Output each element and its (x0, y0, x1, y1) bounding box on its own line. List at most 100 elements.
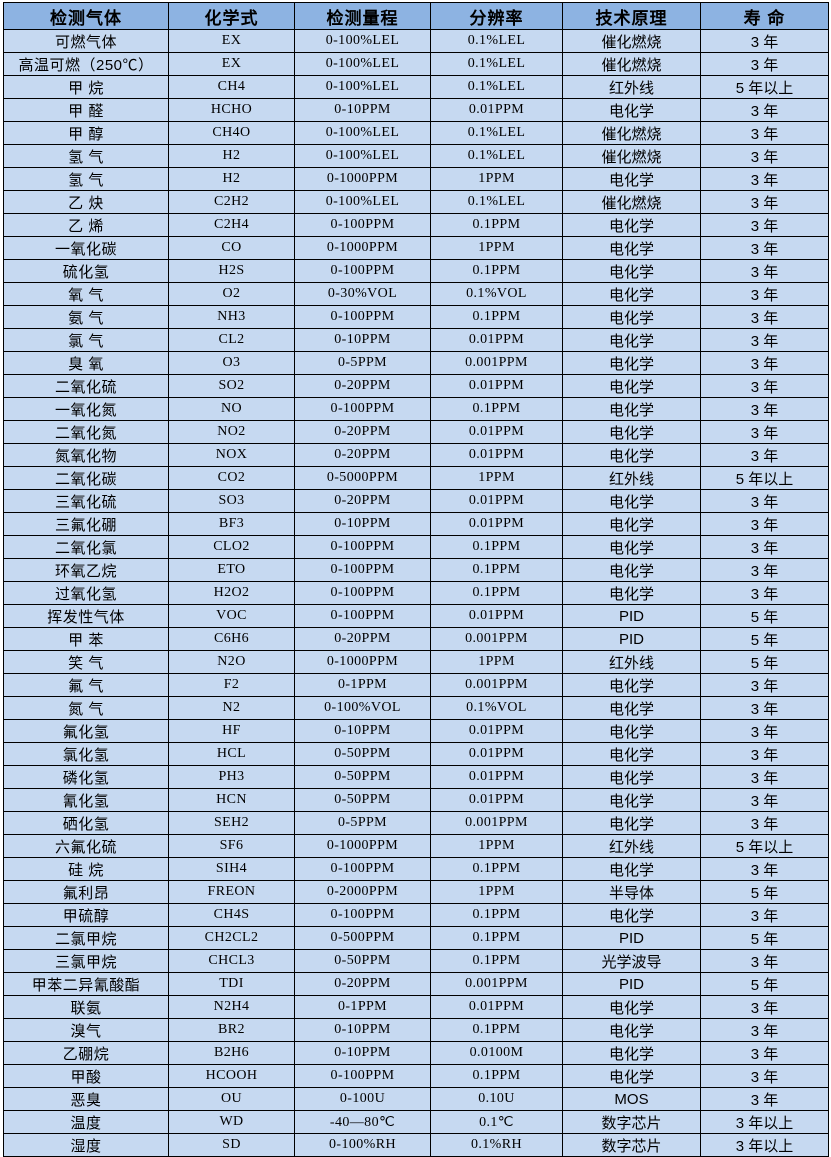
cell-technology: 电化学 (562, 719, 701, 743)
cell-range: 0-20PPM (294, 420, 431, 444)
cell-gas: 一氧化碳 (3, 236, 169, 260)
cell-lifetime: 3 年以上 (700, 1133, 829, 1157)
cell-lifetime: 3 年 (700, 351, 829, 375)
cell-formula: CO (168, 236, 295, 260)
cell-resolution: 0.001PPM (430, 351, 563, 375)
cell-range: 0-1000PPM (294, 167, 431, 191)
cell-technology: 电化学 (562, 903, 701, 927)
cell-lifetime: 3 年 (700, 1041, 829, 1065)
cell-range: 0-100PPM (294, 857, 431, 881)
table-row: 二氧化硫 SO2 0-20PPM 0.01PPM 电化学 3 年 (3, 374, 829, 398)
cell-gas: 环氧乙烷 (3, 558, 169, 582)
table-row: 二氧化氮 NO2 0-20PPM 0.01PPM 电化学 3 年 (3, 420, 829, 444)
cell-range: 0-10PPM (294, 512, 431, 536)
cell-gas: 三氧化硫 (3, 489, 169, 513)
cell-lifetime: 3 年 (700, 167, 829, 191)
cell-gas: 氧 气 (3, 282, 169, 306)
cell-resolution: 0.01PPM (430, 420, 563, 444)
cell-technology: 电化学 (562, 1041, 701, 1065)
cell-technology: PID (562, 627, 701, 651)
cell-resolution: 0.001PPM (430, 972, 563, 996)
cell-resolution: 0.1%LEL (430, 121, 563, 145)
cell-lifetime: 3 年 (700, 811, 829, 835)
cell-resolution: 0.1PPM (430, 903, 563, 927)
cell-formula: ETO (168, 558, 295, 582)
cell-formula: EX (168, 29, 295, 53)
table-row: 笑 气 N2O 0-1000PPM 1PPM 红外线 5 年 (3, 650, 829, 674)
table-row: 氮 气 N2 0-100%VOL 0.1%VOL 电化学 3 年 (3, 696, 829, 720)
cell-technology: 电化学 (562, 742, 701, 766)
cell-gas: 二氧化硫 (3, 374, 169, 398)
cell-lifetime: 3 年 (700, 535, 829, 559)
cell-technology: 数字芯片 (562, 1110, 701, 1134)
cell-gas: 六氟化硫 (3, 834, 169, 858)
cell-resolution: 0.1℃ (430, 1110, 563, 1134)
cell-range: 0-20PPM (294, 374, 431, 398)
table-row: 硒化氢 SEH2 0-5PPM 0.001PPM 电化学 3 年 (3, 811, 829, 835)
cell-formula: HCOOH (168, 1064, 295, 1088)
cell-resolution: 0.1%VOL (430, 696, 563, 720)
cell-formula: NOX (168, 443, 295, 467)
cell-resolution: 0.1PPM (430, 581, 563, 605)
table-row: 甲苯二异氰酸酯 TDI 0-20PPM 0.001PPM PID 5 年 (3, 972, 829, 996)
cell-lifetime: 3 年 (700, 512, 829, 536)
table-row: 硫化氢 H2S 0-100PPM 0.1PPM 电化学 3 年 (3, 259, 829, 283)
cell-range: 0-20PPM (294, 972, 431, 996)
cell-technology: 电化学 (562, 305, 701, 329)
cell-lifetime: 3 年 (700, 121, 829, 145)
table-row: 挥发性气体 VOC 0-100PPM 0.01PPM PID 5 年 (3, 604, 829, 628)
cell-formula: C2H4 (168, 213, 295, 237)
cell-lifetime: 3 年 (700, 719, 829, 743)
cell-resolution: 0.001PPM (430, 673, 563, 697)
cell-range: 0-20PPM (294, 489, 431, 513)
cell-formula: CH4O (168, 121, 295, 145)
cell-formula: BR2 (168, 1018, 295, 1042)
cell-technology: 电化学 (562, 765, 701, 789)
cell-formula: HCHO (168, 98, 295, 122)
cell-technology: 催化燃烧 (562, 52, 701, 76)
cell-technology: 电化学 (562, 558, 701, 582)
cell-technology: 电化学 (562, 489, 701, 513)
cell-formula: SF6 (168, 834, 295, 858)
cell-gas: 湿度 (3, 1133, 169, 1157)
cell-formula: B2H6 (168, 1041, 295, 1065)
cell-technology: 电化学 (562, 512, 701, 536)
cell-formula: SEH2 (168, 811, 295, 835)
cell-gas: 氟化氢 (3, 719, 169, 743)
cell-technology: 红外线 (562, 466, 701, 490)
cell-resolution: 0.01PPM (430, 489, 563, 513)
table-row: 氟化氢 HF 0-10PPM 0.01PPM 电化学 3 年 (3, 719, 829, 743)
column-header-range: 检测量程 (294, 2, 431, 30)
cell-technology: 电化学 (562, 98, 701, 122)
cell-lifetime: 5 年 (700, 926, 829, 950)
column-header-technology: 技术原理 (562, 2, 701, 30)
table-row: 三氧化硫 SO3 0-20PPM 0.01PPM 电化学 3 年 (3, 489, 829, 513)
cell-gas: 氢 气 (3, 144, 169, 168)
cell-technology: 催化燃烧 (562, 144, 701, 168)
cell-range: 0-100PPM (294, 558, 431, 582)
cell-gas: 氰化氢 (3, 788, 169, 812)
cell-gas: 二氯甲烷 (3, 926, 169, 950)
table-header-row: 检测气体 化学式 检测量程 分辨率 技术原理 寿 命 (3, 2, 829, 30)
cell-range: 0-50PPM (294, 788, 431, 812)
table-row: 一氧化碳 CO 0-1000PPM 1PPM 电化学 3 年 (3, 236, 829, 260)
cell-resolution: 0.001PPM (430, 811, 563, 835)
cell-gas: 笑 气 (3, 650, 169, 674)
table-row: 三氟化硼 BF3 0-10PPM 0.01PPM 电化学 3 年 (3, 512, 829, 536)
cell-gas: 甲 醛 (3, 98, 169, 122)
cell-resolution: 0.1PPM (430, 213, 563, 237)
cell-gas: 挥发性气体 (3, 604, 169, 628)
cell-formula: FREON (168, 880, 295, 904)
cell-formula: C6H6 (168, 627, 295, 651)
cell-resolution: 1PPM (430, 167, 563, 191)
cell-range: 0-50PPM (294, 949, 431, 973)
cell-range: 0-100%RH (294, 1133, 431, 1157)
cell-lifetime: 3 年 (700, 259, 829, 283)
cell-lifetime: 3 年 (700, 788, 829, 812)
cell-formula: N2 (168, 696, 295, 720)
cell-gas: 乙 烯 (3, 213, 169, 237)
cell-formula: SO3 (168, 489, 295, 513)
cell-lifetime: 3 年 (700, 742, 829, 766)
cell-resolution: 0.01PPM (430, 512, 563, 536)
cell-gas: 硫化氢 (3, 259, 169, 283)
